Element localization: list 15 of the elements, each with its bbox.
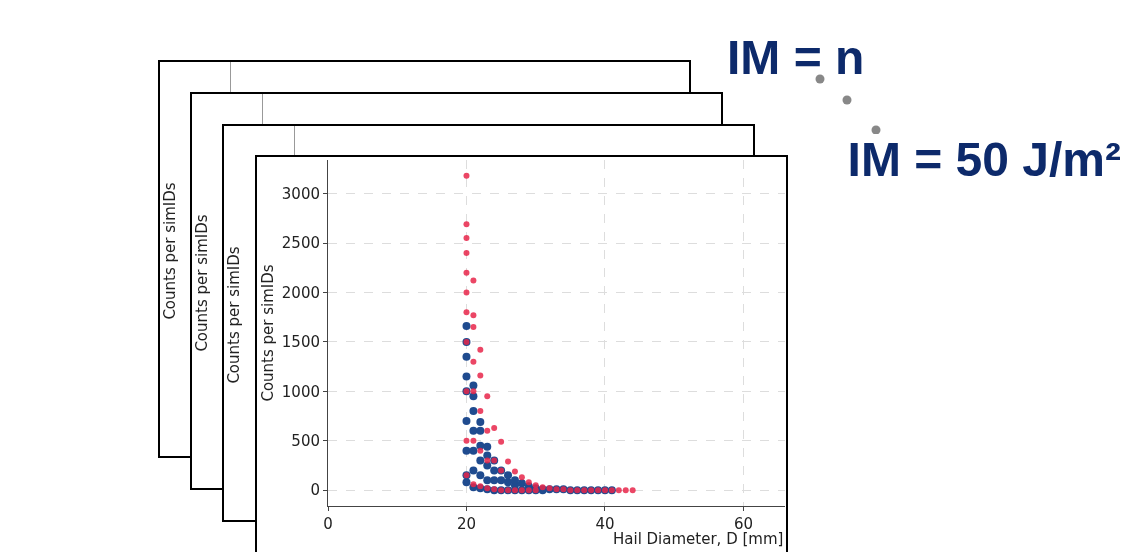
y-axis-title: Counts per simIDs (259, 264, 278, 402)
x-tick-label: 20 (456, 515, 477, 533)
y-tick-label: 3000 (281, 184, 320, 203)
x-tick-label: 60 (733, 515, 753, 533)
y-tick-label: 500 (291, 432, 320, 450)
y-tick-label: 0 (310, 481, 320, 500)
y-tick-label: 1500 (281, 333, 320, 352)
x-axis-title: Hail Diameter, D [mm] (613, 530, 784, 548)
text: IM = n (727, 30, 865, 85)
x-tick-label: 40 (595, 515, 615, 533)
x-tick-label: 0 (323, 515, 333, 533)
text: IM = 50 J/m² (847, 132, 1121, 187)
y-tick-label: 1000 (281, 382, 320, 401)
y-tick-label: 2500 (281, 234, 320, 253)
y-tick-label: 2000 (281, 283, 320, 302)
